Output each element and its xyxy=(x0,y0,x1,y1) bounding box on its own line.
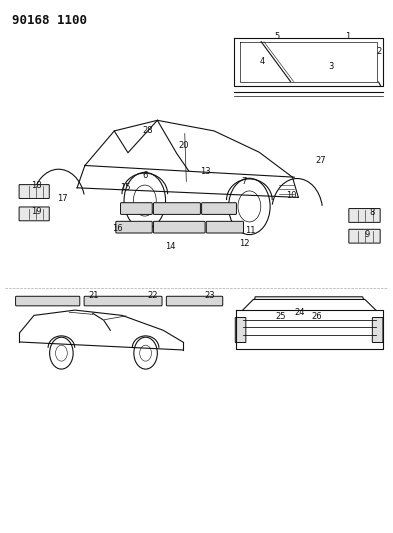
Text: 24: 24 xyxy=(295,308,305,317)
Text: 4: 4 xyxy=(260,58,265,66)
Text: 13: 13 xyxy=(200,167,210,176)
FancyBboxPatch shape xyxy=(19,207,49,221)
Text: 15: 15 xyxy=(120,183,130,192)
Text: 17: 17 xyxy=(57,194,68,203)
Text: 8: 8 xyxy=(369,208,375,217)
FancyBboxPatch shape xyxy=(349,229,380,243)
Text: 25: 25 xyxy=(275,312,286,321)
Text: 28: 28 xyxy=(142,126,153,135)
Text: 26: 26 xyxy=(312,312,322,321)
Text: 18: 18 xyxy=(31,181,42,190)
Text: 3: 3 xyxy=(328,62,334,71)
Text: 19: 19 xyxy=(31,207,41,216)
FancyBboxPatch shape xyxy=(153,203,200,214)
Text: 90168 1100: 90168 1100 xyxy=(13,14,88,27)
FancyBboxPatch shape xyxy=(19,184,49,198)
Text: 11: 11 xyxy=(245,227,255,236)
Text: 21: 21 xyxy=(89,291,99,300)
FancyBboxPatch shape xyxy=(116,221,152,233)
Text: 27: 27 xyxy=(316,156,326,165)
FancyBboxPatch shape xyxy=(235,318,246,343)
Text: 1: 1 xyxy=(345,32,350,41)
Text: 6: 6 xyxy=(142,171,147,180)
FancyBboxPatch shape xyxy=(121,203,152,214)
FancyBboxPatch shape xyxy=(84,296,162,306)
Text: 14: 14 xyxy=(165,242,175,251)
Text: 7: 7 xyxy=(241,177,246,187)
FancyBboxPatch shape xyxy=(166,296,223,306)
Text: 10: 10 xyxy=(286,191,297,200)
Text: 5: 5 xyxy=(274,32,279,41)
Text: 2: 2 xyxy=(376,47,381,55)
Text: 23: 23 xyxy=(204,291,215,300)
Text: 20: 20 xyxy=(178,141,189,150)
Text: 16: 16 xyxy=(112,224,122,233)
Text: 22: 22 xyxy=(147,291,158,300)
FancyBboxPatch shape xyxy=(206,221,244,233)
FancyBboxPatch shape xyxy=(349,208,380,222)
FancyBboxPatch shape xyxy=(153,221,205,233)
FancyBboxPatch shape xyxy=(202,203,237,214)
Text: 9: 9 xyxy=(364,230,369,239)
FancyBboxPatch shape xyxy=(372,318,383,343)
Text: 12: 12 xyxy=(239,239,250,248)
FancyBboxPatch shape xyxy=(16,296,80,306)
